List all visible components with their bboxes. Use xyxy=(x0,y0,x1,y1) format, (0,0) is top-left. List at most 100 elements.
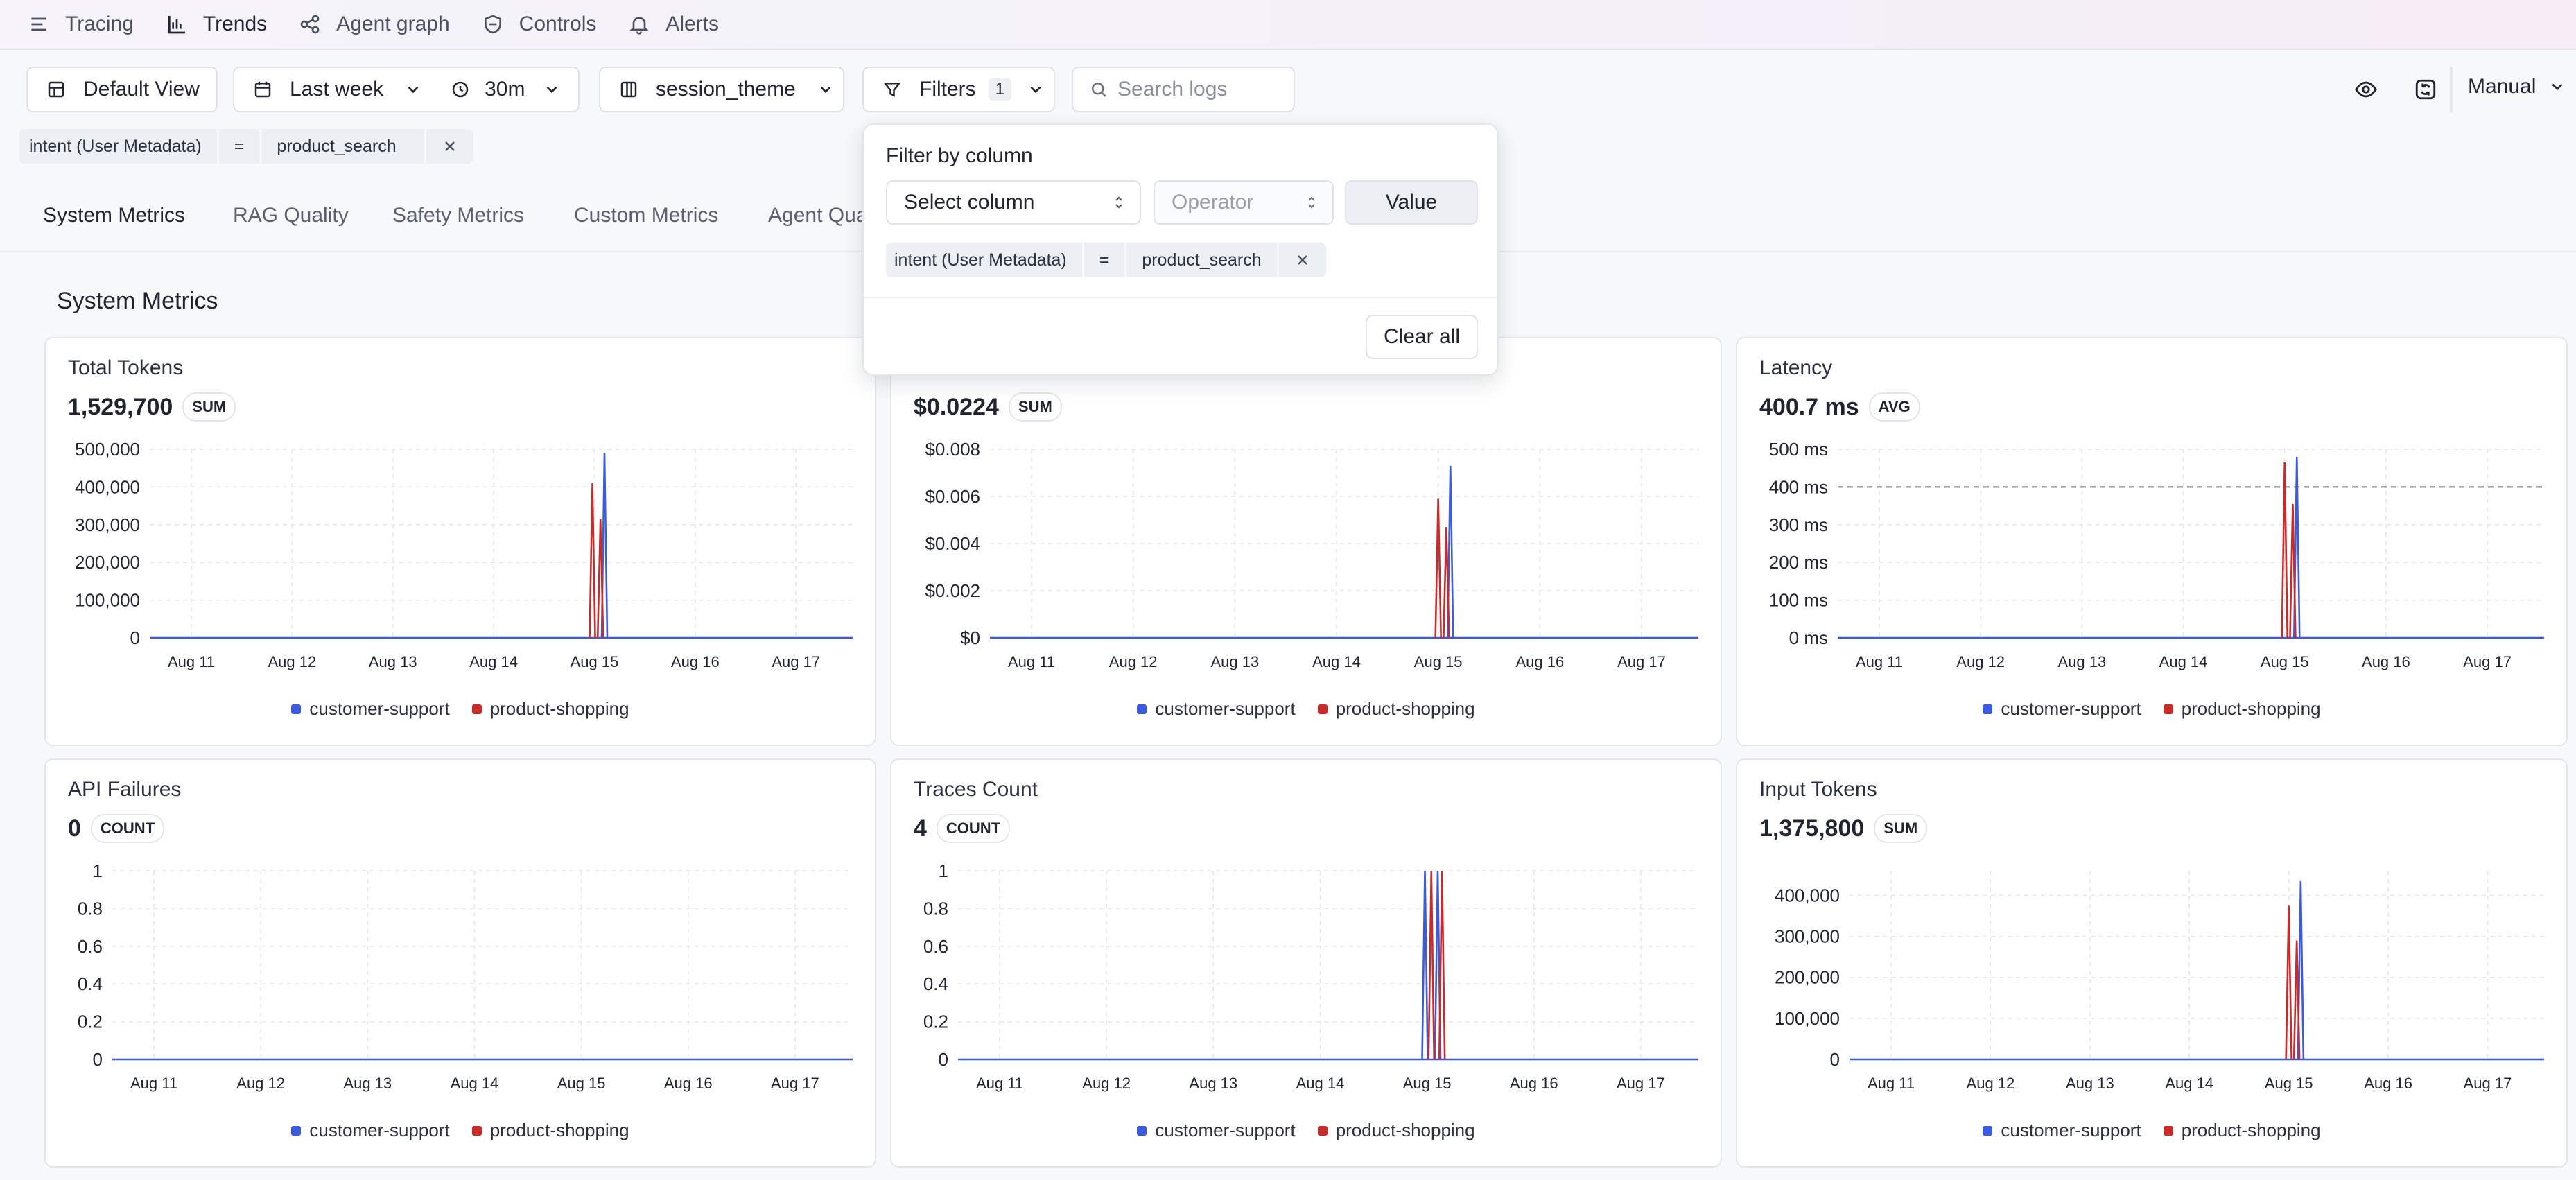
legend-item[interactable]: customer-support xyxy=(1983,698,2141,720)
x-tick-label: Aug 15 xyxy=(2265,1075,2313,1092)
legend-label: product-shopping xyxy=(489,698,629,719)
search-logs-input[interactable]: Search logs xyxy=(1072,67,1295,112)
legend-label: customer-support xyxy=(309,1120,450,1140)
chevron-down-icon[interactable] xyxy=(404,80,422,98)
x-tick-label: Aug 14 xyxy=(2159,653,2208,670)
interval-label[interactable]: 30m xyxy=(485,78,525,101)
nav-trends[interactable]: Trends xyxy=(166,3,267,45)
card-value: 1,375,800 SUM xyxy=(1759,814,1928,843)
tab-system-metrics[interactable]: System Metrics xyxy=(43,204,186,227)
metric-card: Traces Count 4 COUNT 0 0.2 0.4 0.6 0.8 1 Aug 11… xyxy=(890,758,1722,1168)
legend-item[interactable]: product-shopping xyxy=(471,698,629,720)
menu-lines-icon xyxy=(31,17,46,31)
select-column-dropdown[interactable]: Select column xyxy=(886,180,1141,225)
graph-nodes-icon xyxy=(300,15,320,34)
tab-safety-metrics[interactable]: Safety Metrics xyxy=(392,204,525,227)
close-icon xyxy=(1297,255,1307,265)
series-spike xyxy=(2289,503,2297,639)
aggregation-badge: SUM xyxy=(1874,814,1928,843)
legend-label: product-shopping xyxy=(2181,1120,2321,1140)
tab-custom-metrics[interactable]: Custom Metrics xyxy=(574,204,719,227)
series-spike xyxy=(2292,940,2301,1060)
nav-agent-graph[interactable]: Agent graph xyxy=(299,3,450,45)
y-tick-label: 0.2 xyxy=(78,1012,103,1032)
y-tick-label: 400,000 xyxy=(75,476,140,497)
clear-all-button[interactable]: Clear all xyxy=(1366,315,1478,359)
filter-operator: = xyxy=(1084,243,1127,277)
filter-column: intent (User Metadata) xyxy=(886,243,1084,277)
aggregation-badge: COUNT xyxy=(90,814,165,843)
nav-alerts[interactable]: Alerts xyxy=(628,3,719,45)
line-chart: 0 0.2 0.4 0.6 0.8 1 Aug 11 Aug 12 Aug 13 Aug 14 Au… xyxy=(923,860,1698,1092)
default-view-label: Default View xyxy=(83,78,200,101)
x-tick-label: Aug 12 xyxy=(1082,1075,1131,1092)
x-tick-label: Aug 16 xyxy=(664,1075,713,1092)
search-icon xyxy=(1092,83,1106,97)
popover-filter-chip: intent (User Metadata) = product_search xyxy=(886,243,1326,277)
remove-filter-button[interactable] xyxy=(1279,243,1326,277)
card-title: Traces Count xyxy=(914,778,1038,801)
legend-item[interactable]: customer-support xyxy=(291,1120,450,1141)
legend-item[interactable]: product-shopping xyxy=(471,1120,629,1141)
legend-swatch xyxy=(291,704,302,714)
y-tick-label: 0.6 xyxy=(78,936,103,957)
series-spike xyxy=(1443,527,1450,639)
line-chart: 0 0.2 0.4 0.6 0.8 1 Aug 11 Aug 12 Aug 13 Aug 14 Au… xyxy=(78,860,853,1092)
refresh-mode-select[interactable]: Manual xyxy=(2468,75,2566,98)
eye-icon[interactable] xyxy=(2354,78,2378,101)
select-column-placeholder: Select column xyxy=(904,191,1035,214)
legend-swatch xyxy=(2163,704,2173,714)
y-tick-label: 0 xyxy=(939,1049,948,1070)
y-tick-label: 0.4 xyxy=(78,973,103,994)
legend-item[interactable]: customer-support xyxy=(1983,1120,2141,1141)
legend-swatch xyxy=(471,704,482,714)
chevron-down-icon xyxy=(820,86,831,94)
legend-item[interactable]: product-shopping xyxy=(1317,698,1475,720)
filters-button[interactable]: Filters 1 xyxy=(862,67,1055,112)
series-spike xyxy=(1421,870,1429,1060)
value-button[interactable]: Value xyxy=(1345,180,1478,225)
chevron-down-icon[interactable] xyxy=(543,80,561,98)
nav-controls[interactable]: Controls xyxy=(482,3,596,45)
x-tick-label: Aug 15 xyxy=(1403,1075,1452,1092)
legend-item[interactable]: product-shopping xyxy=(1317,1120,1475,1141)
y-tick-label: 200,000 xyxy=(75,552,140,573)
card-value-text: 1,529,700 xyxy=(68,393,173,420)
operator-dropdown[interactable]: Operator xyxy=(1154,180,1334,225)
group-by-select[interactable]: session_theme xyxy=(599,67,844,112)
tab-rag-quality[interactable]: RAG Quality xyxy=(233,204,349,227)
x-tick-label: Aug 16 xyxy=(671,653,720,670)
legend-item[interactable]: customer-support xyxy=(1137,1120,1296,1141)
legend-item[interactable]: customer-support xyxy=(291,698,450,720)
x-tick-label: Aug 11 xyxy=(1856,653,1903,670)
card-value: 4 COUNT xyxy=(914,814,1011,843)
date-range-label[interactable]: Last week xyxy=(290,78,384,101)
clock-icon xyxy=(452,81,469,98)
legend-item[interactable]: product-shopping xyxy=(2163,1120,2321,1141)
legend-item[interactable]: customer-support xyxy=(1137,698,1296,720)
y-tick-label: 0.2 xyxy=(923,1012,948,1032)
y-tick-label: 200 ms xyxy=(1769,552,1828,573)
tab-agent-quality[interactable]: Agent Qua xyxy=(768,204,868,227)
series-spike xyxy=(589,483,596,639)
default-view-button[interactable]: Default View xyxy=(26,67,218,112)
series-spike xyxy=(1427,870,1436,1060)
y-tick-label: 0.8 xyxy=(78,898,103,919)
y-tick-label: 0 xyxy=(93,1049,103,1070)
card-title: Input Tokens xyxy=(1759,778,1877,801)
nav-tracing[interactable]: Tracing xyxy=(28,3,134,45)
legend-label: customer-support xyxy=(1155,698,1296,719)
series-spike xyxy=(2285,905,2292,1060)
legend-item[interactable]: product-shopping xyxy=(2163,698,2321,720)
remove-filter-button[interactable] xyxy=(426,129,473,164)
legend-swatch xyxy=(1137,704,1147,714)
search-placeholder: Search logs xyxy=(1117,78,1228,101)
y-tick-label: 100 ms xyxy=(1769,590,1828,611)
chart-legend: customer-support product-shopping xyxy=(46,1120,875,1141)
x-tick-label: Aug 12 xyxy=(1967,1075,2015,1092)
line-chart: $0 $0.002 $0.004 $0.006 $0.008 Aug 11 Aug 12 Au… xyxy=(925,439,1698,670)
card-value-text: 1,375,800 xyxy=(1759,815,1865,842)
refresh-icon[interactable] xyxy=(2414,78,2437,101)
metric-card: $0.0224 SUM $0 $0.002 $0.004 $0.006 $0.008 Aug… xyxy=(890,337,1722,746)
y-tick-label: 100,000 xyxy=(75,590,140,611)
